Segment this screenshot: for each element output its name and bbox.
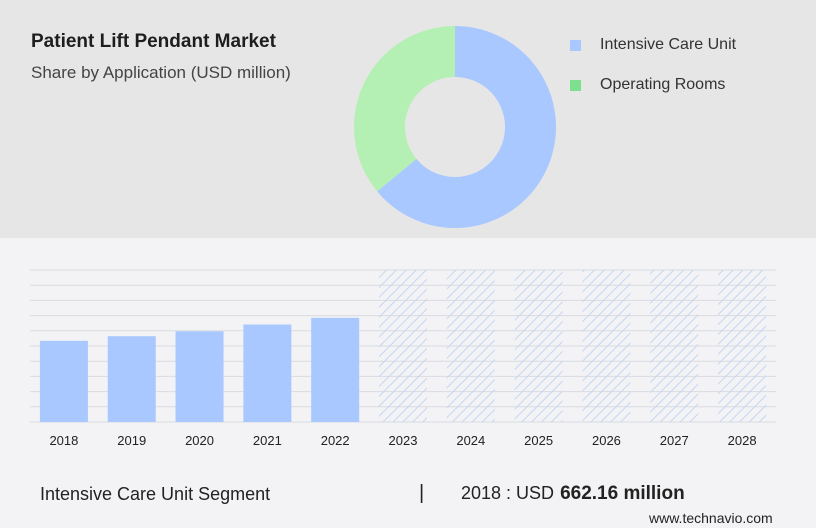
donut-slice-operating-rooms [354,26,455,192]
bar-2019 [107,336,156,422]
legend-swatch-icu [570,39,581,51]
x-tick-label: 2019 [117,433,146,448]
legend-label-operating-rooms: Operating Rooms [600,76,726,93]
stat-prefix: 2018 : USD [461,483,555,503]
forecast-bar-2025 [514,270,563,422]
bar-2018 [39,340,88,422]
footer-separator: | [419,482,425,504]
segment-stat: 2018 : USD 662.16 million [461,483,685,505]
donut-chart [354,26,556,228]
x-tick-label: 2020 [185,433,214,448]
forecast-bar-2026 [582,270,631,422]
forecast-bar-2028 [718,270,767,422]
segment-label: Intensive Care Unit Segment [40,484,271,504]
forecast-bar-2023 [379,270,427,422]
stat-value: 662.16 million [560,483,685,504]
chart-subtitle: Share by Application (USD million) [31,63,291,82]
bar-2020 [175,331,224,422]
bar-2022 [311,317,360,422]
x-tick-label: 2018 [49,433,78,448]
x-tick-label: 2026 [592,433,621,448]
x-tick-label: 2028 [728,433,757,448]
legend-item-operating-rooms: Operating Rooms [570,75,725,95]
donut-slice-intensive-care-unit [377,26,556,228]
forecast-bar-2024 [446,270,495,422]
bar-chart: 2018 2019 2020 2021 2022 2023 2024 2025 2026 2027… [30,269,776,448]
x-tick-label: 2021 [253,433,282,448]
chart-title: Patient Lift Pendant Market [31,31,276,52]
source-website: www.technavio.com [649,510,773,526]
x-tick-label: 2025 [524,433,553,448]
legend-label-icu: Intensive Care Unit [600,36,737,53]
bar-2021 [243,324,292,422]
x-tick-label: 2024 [456,433,485,448]
x-tick-label: 2023 [389,433,418,448]
x-tick-label: 2027 [660,433,689,448]
legend-swatch-operating-rooms [570,79,581,91]
x-tick-label: 2022 [321,433,350,448]
footer: Intensive Care Unit Segment | 2018 : USD… [0,470,816,528]
legend-item-icu: Intensive Care Unit [570,35,736,55]
forecast-bar-2027 [650,270,699,422]
